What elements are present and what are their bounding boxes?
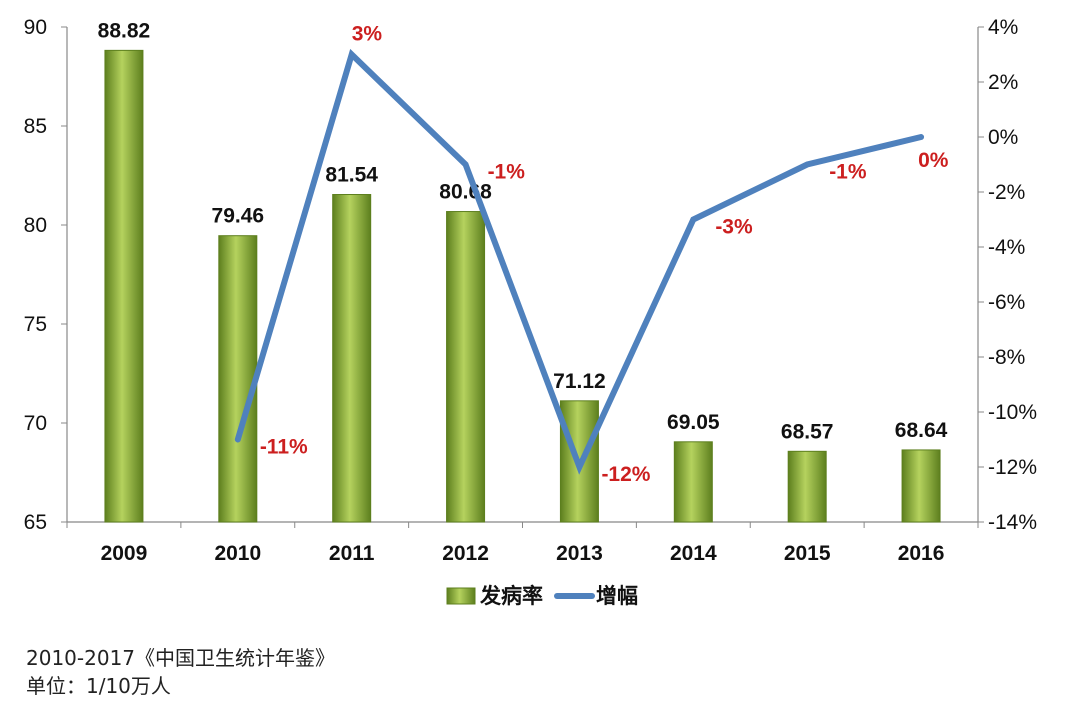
bar-data-label: 79.46 xyxy=(212,205,265,228)
y-right-tick-label: -8% xyxy=(988,346,1025,369)
y-left-tick-label: 70 xyxy=(24,412,47,435)
bar xyxy=(787,450,827,523)
bar-data-label: 71.12 xyxy=(553,370,606,393)
x-tick-label: 2012 xyxy=(442,542,489,565)
y-left-tick-label: 85 xyxy=(24,115,47,138)
y-right-tick-label: -14% xyxy=(988,511,1037,534)
y-right-tick-label: -6% xyxy=(988,291,1025,314)
line-data-label: -3% xyxy=(715,216,753,239)
bar xyxy=(218,235,258,523)
unit-note: 单位：1/10万人 xyxy=(26,674,171,698)
bar-data-label: 81.54 xyxy=(325,164,378,187)
line-series xyxy=(234,48,925,475)
x-tick-label: 2015 xyxy=(784,542,831,565)
plot-area: 65 70 75 80 85 90 -14% -12% -10% -8% -6% -4% -2% 0% 2%… xyxy=(24,16,1037,565)
x-tick-label: 2011 xyxy=(329,542,375,565)
bar-data-label: 69.05 xyxy=(667,411,720,434)
y-right-tick-label: -2% xyxy=(988,181,1025,204)
bar-data-label: 80.68 xyxy=(439,181,492,204)
line-data-label: -1% xyxy=(829,161,867,184)
bar xyxy=(901,449,941,523)
bar xyxy=(673,441,713,523)
y-right-tick-label: 0% xyxy=(988,126,1018,149)
line-data-label: 0% xyxy=(918,149,949,172)
x-tick-label: 2009 xyxy=(101,542,148,565)
bar xyxy=(332,194,372,523)
bar xyxy=(446,211,486,523)
x-tick-label: 2016 xyxy=(898,542,945,565)
line-data-label: -12% xyxy=(601,463,650,486)
legend-label-bar: 发病率 xyxy=(479,584,543,608)
y-right-tick-label: 2% xyxy=(988,71,1018,94)
y-right-tick-label: -10% xyxy=(988,401,1037,424)
y-right-tick-label: -12% xyxy=(988,456,1037,479)
bar xyxy=(104,49,144,523)
bar-data-label: 88.82 xyxy=(98,19,151,42)
y-right-tick-label: -4% xyxy=(988,236,1025,259)
source-note: 2010-2017《中国卫生统计年鉴》 xyxy=(26,646,336,670)
line-data-label: 3% xyxy=(352,23,383,46)
x-tick-label: 2013 xyxy=(556,542,603,565)
y-left-tick-label: 80 xyxy=(24,214,47,237)
x-tick-label: 2014 xyxy=(670,542,717,565)
y-right-tick-label: 4% xyxy=(988,16,1018,39)
bar-data-label: 68.57 xyxy=(781,420,834,443)
bar-data-label: 68.64 xyxy=(895,419,948,442)
x-tick-label: 2010 xyxy=(214,542,261,565)
y-left-tick-label: 75 xyxy=(24,313,47,336)
y-left-tick-label: 65 xyxy=(24,511,47,534)
legend-swatch-bar xyxy=(446,587,476,605)
legend: 发病率 增幅 xyxy=(446,584,638,608)
line-data-label: -11% xyxy=(260,436,308,459)
y-left-tick-label: 90 xyxy=(24,16,47,39)
legend-label-line: 增幅 xyxy=(596,584,638,608)
line-data-label: -1% xyxy=(488,161,526,184)
